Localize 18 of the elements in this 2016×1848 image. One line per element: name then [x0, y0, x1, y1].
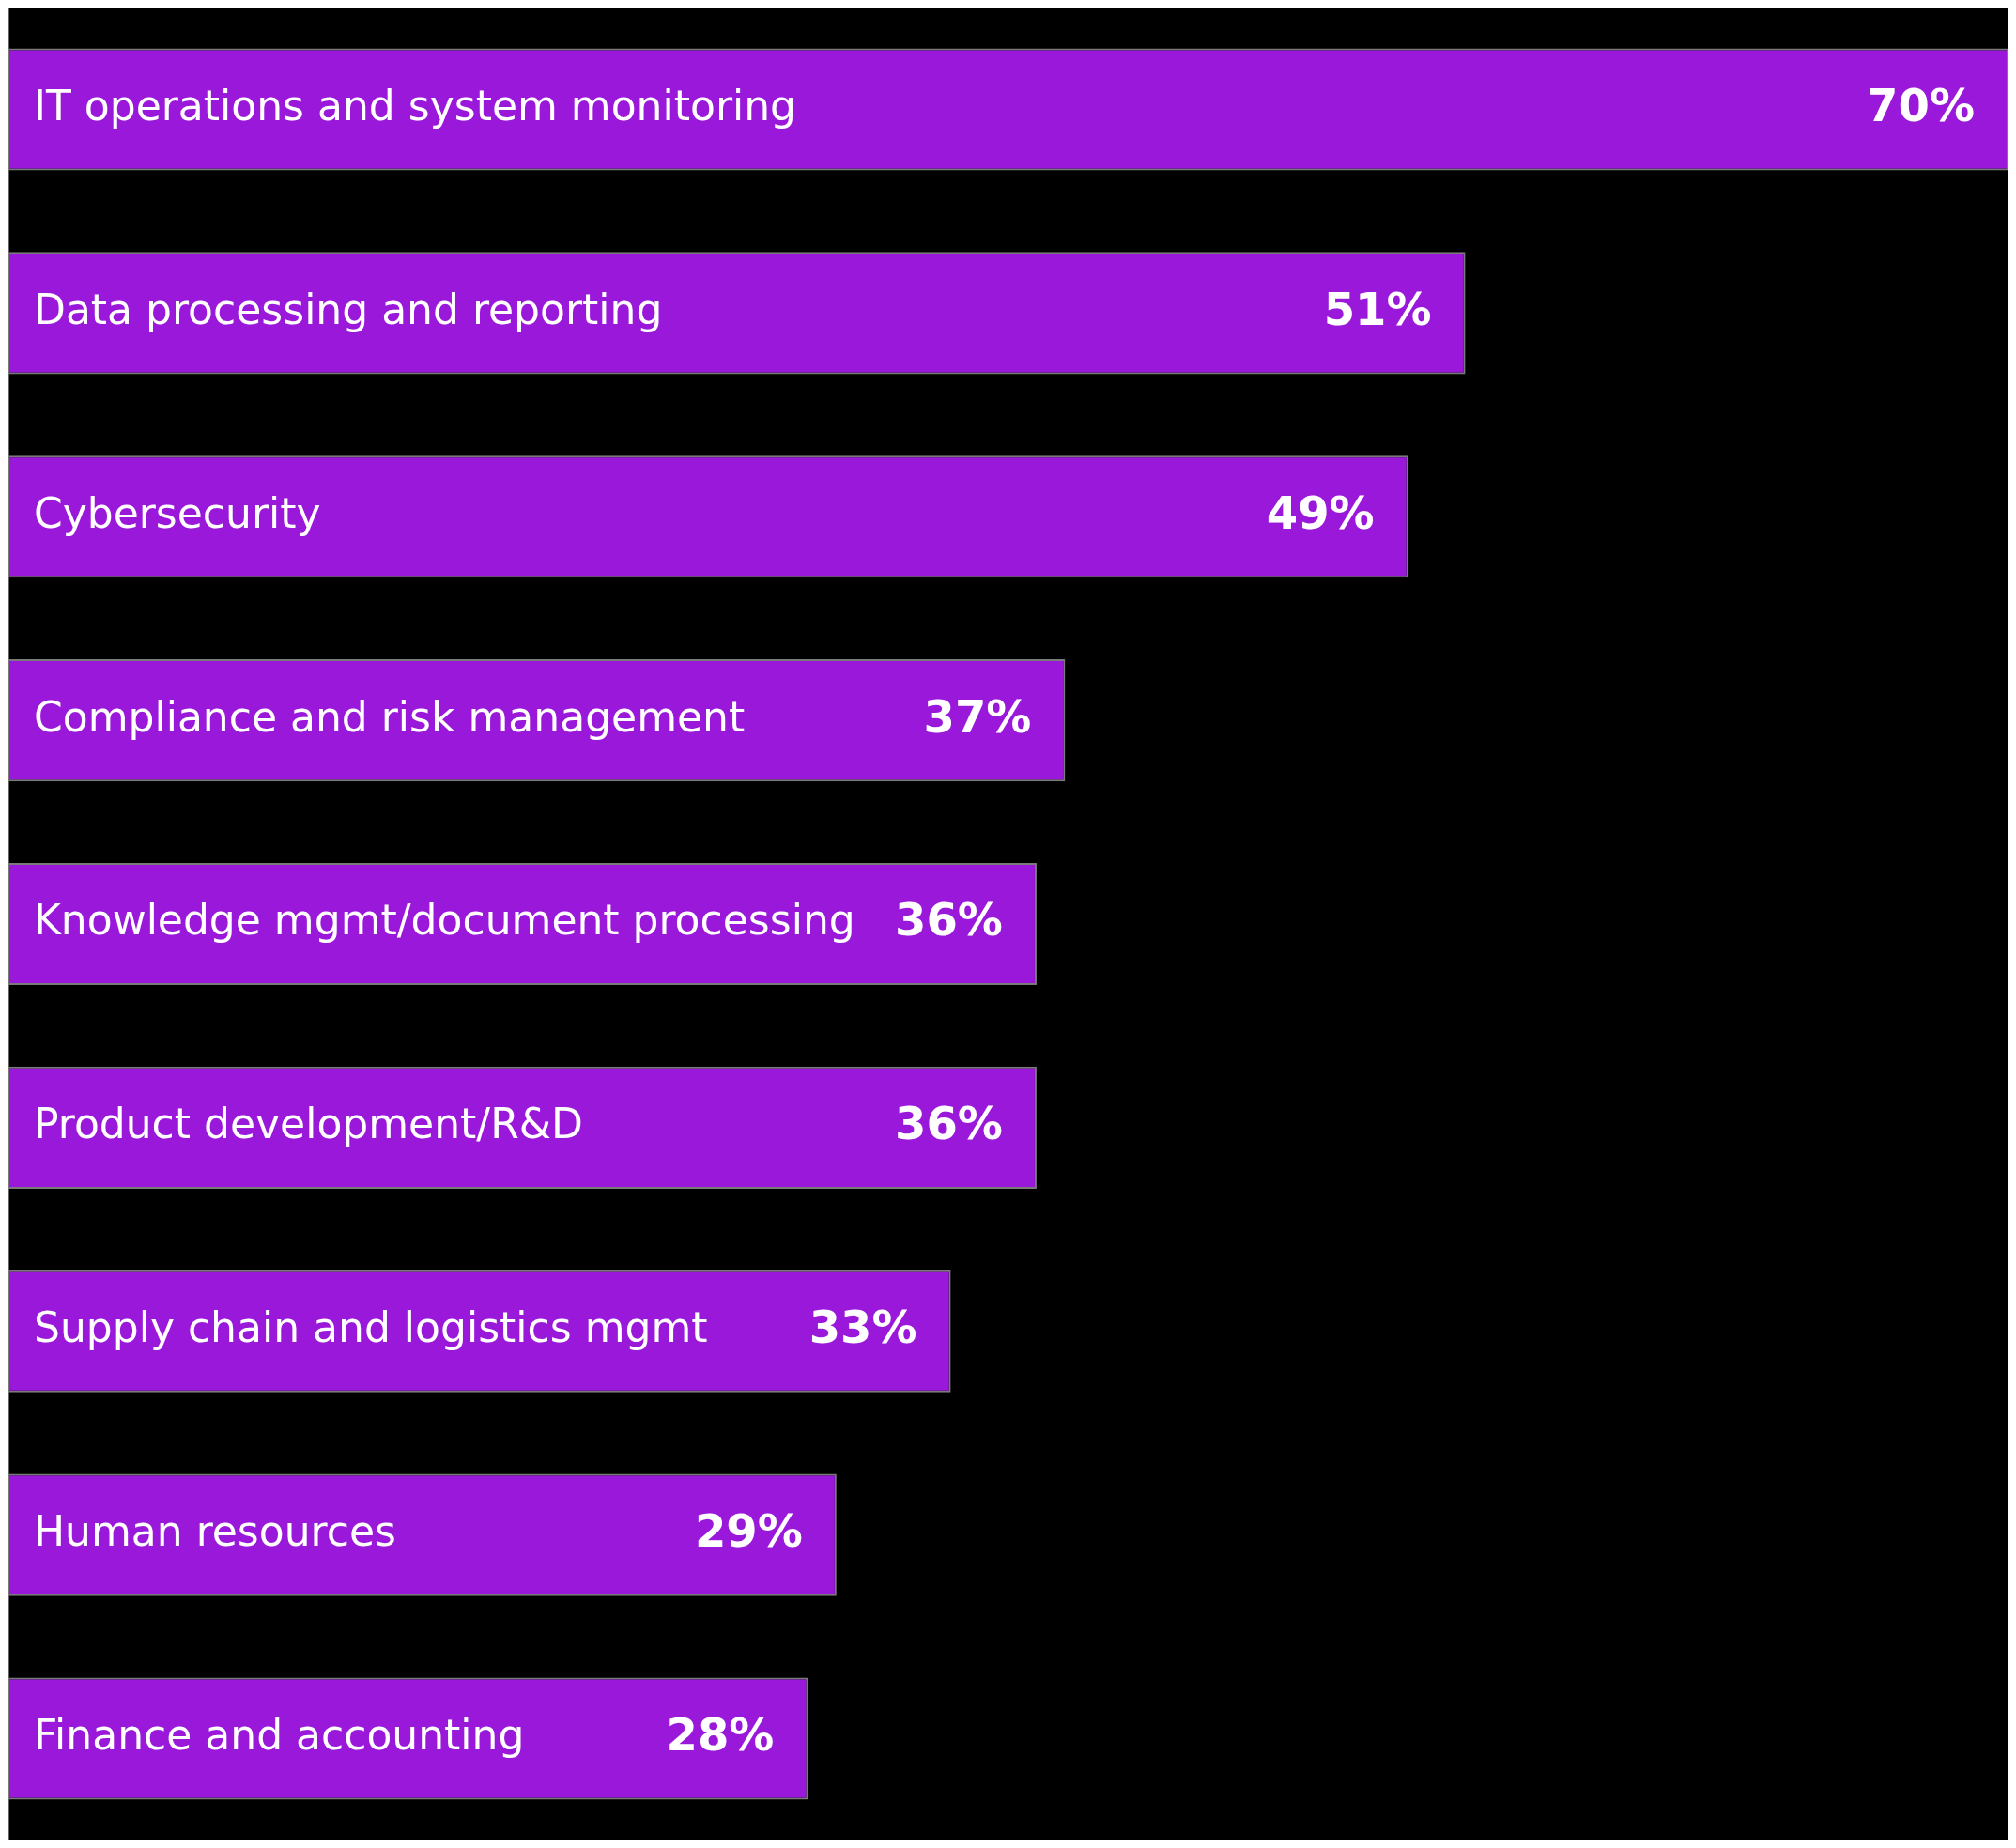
- data-label: 28%: [666, 1708, 775, 1762]
- y-tick-label: Product development/R&D: [34, 1100, 583, 1148]
- y-tick-label: Human resources: [34, 1507, 396, 1556]
- data-label: 49%: [1266, 485, 1375, 539]
- y-tick-label: Compliance and risk management: [34, 692, 746, 741]
- y-tick-label: IT operations and system monitoring: [34, 81, 797, 130]
- y-tick-label: Supply chain and logistics mgmt: [34, 1303, 708, 1352]
- data-label: 51%: [1323, 282, 1432, 335]
- y-tick-label: Knowledge mgmt/document processing: [34, 896, 855, 945]
- data-label: 29%: [694, 1504, 803, 1558]
- data-label: 36%: [895, 893, 1003, 947]
- data-label: 33%: [808, 1301, 917, 1354]
- data-label: 37%: [923, 689, 1032, 743]
- y-tick-label: Cybersecurity: [34, 488, 321, 537]
- data-label: 70%: [1867, 78, 1975, 131]
- y-tick-label: Finance and accounting: [34, 1710, 525, 1759]
- data-label: 36%: [895, 1097, 1003, 1150]
- y-tick-label: Data processing and reporting: [34, 285, 663, 333]
